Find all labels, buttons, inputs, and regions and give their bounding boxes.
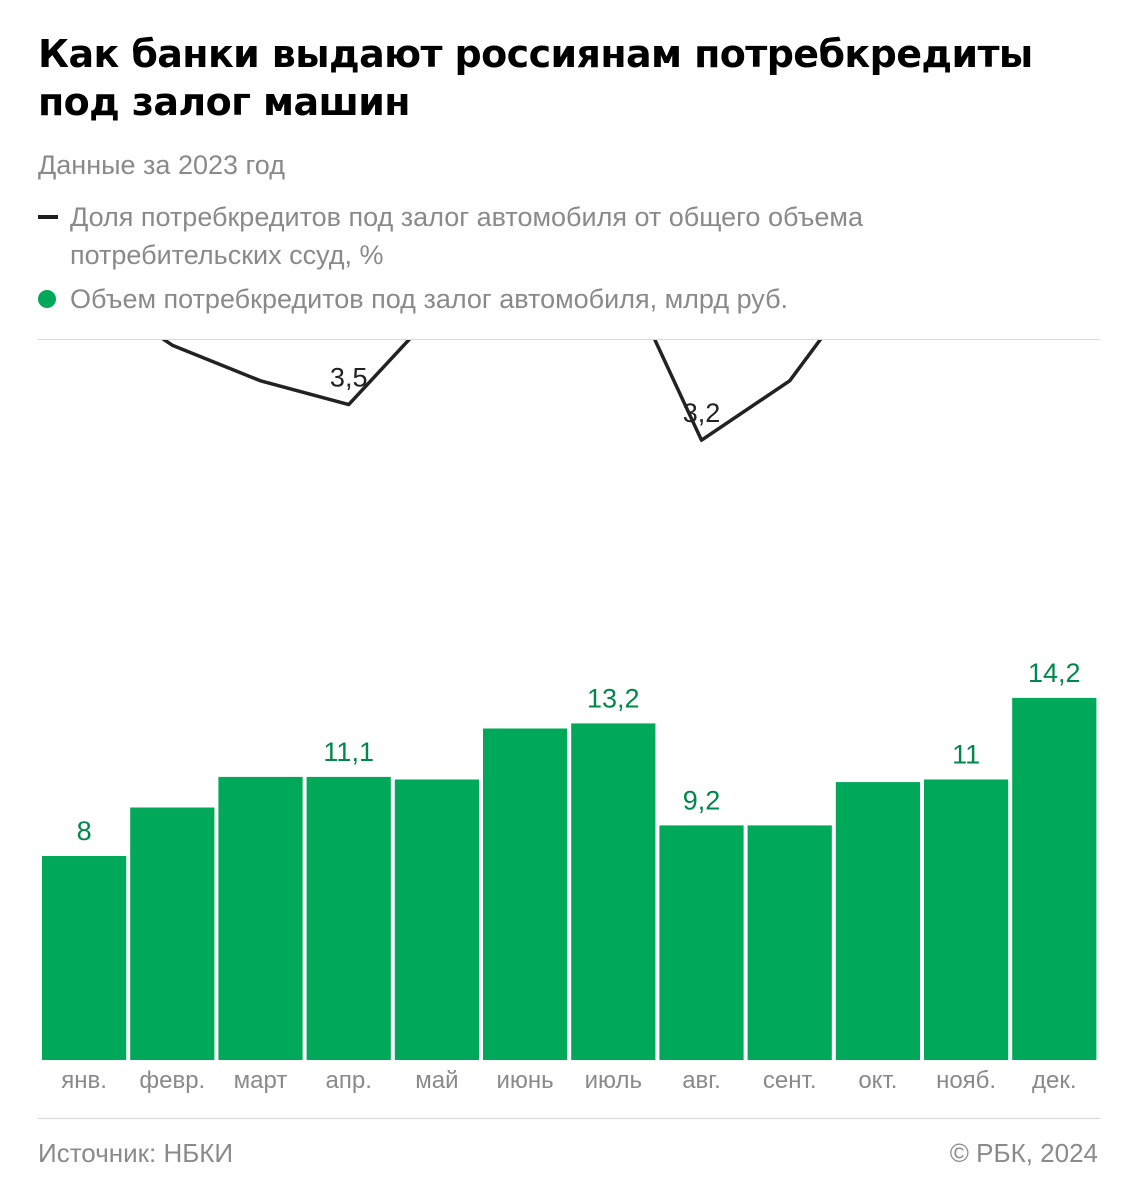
x-tick-label: окт. [858,1067,897,1094]
copyright-note: © РБК, 2024 [949,1138,1098,1168]
bar [394,779,479,1060]
legend-line-marker [38,215,58,219]
chart-area: 8 янв. февр. март 11,1 апр. май июнь 13,2 июль 9,2… [42,340,1097,1094]
bar [835,782,920,1060]
bar-value-label: 11,1 [323,737,374,767]
legend-item-volume: Объем потребкредитов под залог автомобил… [38,280,1038,318]
legend-bar-label: Объем потребкредитов под залог автомобил… [70,284,789,314]
bar-value-label: 11 [952,740,980,770]
legend-line-label: Доля потребкредитов под залог автомобиля… [70,202,863,270]
legend-dot-marker [38,290,56,308]
x-tick-label: авг. [682,1067,721,1094]
bar-value-label: 14,2 [1028,658,1081,688]
bar [659,825,744,1060]
bar [218,776,303,1060]
legend-item-share: Доля потребкредитов под залог автомобиля… [38,198,1038,274]
top-divider [38,339,1100,340]
chart-subtitle: Данные за 2023 год [38,150,285,180]
bar [483,728,568,1060]
x-tick-label: май [415,1067,458,1094]
x-tick-label: июнь [497,1067,554,1094]
bar [1012,697,1097,1060]
x-tick-label: июль [585,1067,642,1094]
bar-value-label: 13,2 [587,683,640,713]
bar [924,779,1009,1060]
x-tick-label: апр. [326,1067,372,1094]
bar-value-label: 8 [77,816,92,846]
x-tick-label: февр. [139,1067,205,1094]
line-value-label: 3,5 [330,363,368,393]
bar [130,807,215,1060]
line-value-label: 3,2 [683,398,721,428]
x-tick-label: дек. [1032,1067,1077,1094]
source-note: Источник: НБКИ [38,1138,234,1168]
share-line [161,340,823,442]
bar [571,723,656,1060]
bar [306,776,391,1060]
x-tick-label: сент. [763,1067,817,1094]
x-tick-label: март [234,1067,288,1094]
bar [42,856,127,1060]
x-tick-label: нояб. [936,1067,996,1094]
bottom-divider [38,1118,1100,1119]
bar [747,825,832,1060]
x-tick-label: янв. [61,1067,107,1094]
chart-title: Как банки выдают россиянам потребкредиты… [38,32,1033,124]
bar-value-label: 9,2 [683,785,721,815]
